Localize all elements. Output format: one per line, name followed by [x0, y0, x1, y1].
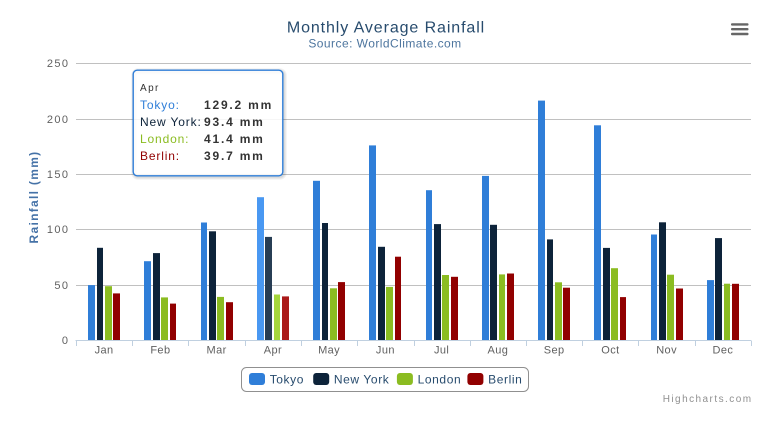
svg-text:Sep: Sep [544, 345, 565, 357]
svg-text:Dec: Dec [713, 345, 734, 357]
svg-text:Monthly Average Rainfall: Monthly Average Rainfall [287, 19, 485, 36]
svg-text:Feb: Feb [150, 345, 170, 357]
svg-text:London: London [418, 373, 462, 387]
svg-text:London:: London: [140, 132, 189, 146]
svg-text:Highcharts.com: Highcharts.com [663, 394, 753, 405]
svg-text:Jul: Jul [434, 345, 449, 357]
svg-text:Apr: Apr [264, 345, 282, 357]
svg-text:93.4 mm: 93.4 mm [204, 115, 265, 129]
svg-text:May: May [318, 345, 340, 357]
svg-text:200: 200 [47, 114, 70, 126]
svg-text:Berlin: Berlin [488, 373, 522, 387]
svg-text:250: 250 [47, 58, 70, 70]
svg-text:150: 150 [47, 169, 70, 181]
svg-text:Apr: Apr [140, 83, 160, 94]
svg-text:New York: New York [334, 373, 390, 387]
svg-text:Tokyo: Tokyo [270, 373, 304, 387]
svg-text:Berlin:: Berlin: [140, 149, 180, 163]
svg-text:Source: WorldClimate.com: Source: WorldClimate.com [308, 37, 461, 51]
svg-text:39.7 mm: 39.7 mm [204, 149, 265, 163]
svg-text:41.4 mm: 41.4 mm [204, 132, 265, 146]
svg-text:Nov: Nov [656, 345, 677, 357]
svg-text:129.2 mm: 129.2 mm [204, 98, 273, 112]
svg-text:Jun: Jun [376, 345, 395, 357]
svg-text:Mar: Mar [207, 345, 227, 357]
svg-text:Aug: Aug [488, 345, 509, 357]
svg-text:New York:: New York: [140, 115, 202, 129]
svg-text:50: 50 [54, 280, 69, 292]
svg-text:0: 0 [62, 335, 70, 347]
svg-text:Tokyo:: Tokyo: [140, 98, 180, 112]
svg-text:100: 100 [47, 224, 70, 236]
svg-text:Oct: Oct [601, 345, 619, 357]
svg-text:Jan: Jan [95, 345, 114, 357]
svg-text:Rainfall (mm): Rainfall (mm) [27, 151, 41, 244]
